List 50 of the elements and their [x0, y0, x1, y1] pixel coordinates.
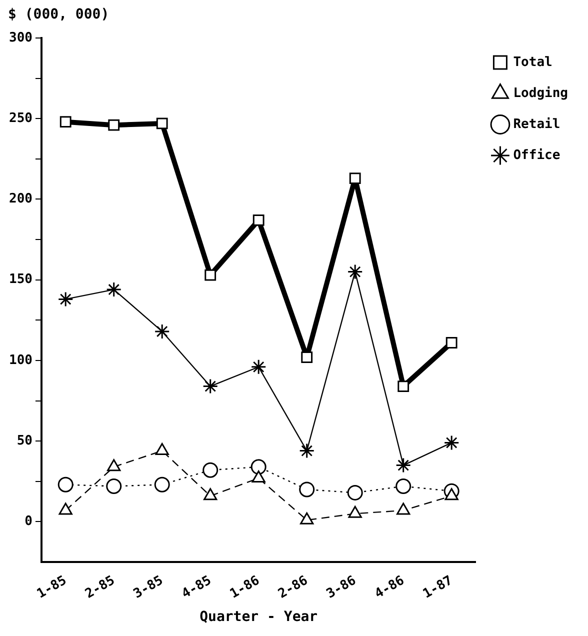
point — [106, 282, 122, 298]
x-tick-label: 4-86 — [372, 573, 408, 602]
point — [444, 488, 458, 500]
point — [204, 269, 216, 281]
point — [396, 478, 412, 494]
point — [349, 172, 361, 184]
point — [202, 462, 218, 478]
y-tick-label: 0 — [24, 514, 33, 530]
point — [396, 502, 410, 515]
point — [202, 378, 218, 394]
y-tick-label: 300 — [8, 30, 33, 46]
y-tick-label: 50 — [16, 433, 33, 448]
point — [252, 214, 264, 226]
y-tick-label: 250 — [8, 110, 33, 126]
point — [108, 119, 120, 131]
legend-label: Lodging — [513, 86, 568, 101]
point — [299, 443, 315, 459]
point — [250, 459, 266, 475]
point — [396, 458, 412, 474]
point — [155, 443, 169, 456]
point — [444, 434, 460, 450]
point — [252, 470, 266, 482]
x-tick-label: 4-85 — [179, 573, 214, 602]
point — [58, 476, 74, 492]
point — [300, 512, 314, 524]
y-tick-label: 150 — [8, 272, 33, 288]
point — [106, 478, 122, 494]
point — [60, 116, 72, 128]
point — [299, 482, 315, 498]
x-axis-title: Quarter - Year — [200, 609, 318, 626]
y-tick-label: 200 — [8, 192, 33, 207]
point — [347, 264, 363, 280]
point — [107, 459, 121, 472]
point — [204, 488, 218, 500]
point — [347, 484, 363, 500]
point — [154, 476, 170, 492]
point — [154, 324, 170, 340]
point — [58, 291, 74, 307]
y-axis-title: $ (000, 000) — [8, 6, 110, 23]
point — [348, 506, 362, 518]
legend-label: Retail — [513, 116, 560, 132]
point — [156, 118, 168, 130]
legend-label: Total — [513, 54, 552, 70]
legend-label: Office — [513, 148, 560, 163]
point — [301, 352, 313, 363]
point — [446, 337, 458, 348]
y-tick-label: 100 — [8, 352, 33, 368]
point — [250, 359, 266, 375]
point — [398, 380, 410, 392]
point — [58, 502, 72, 515]
